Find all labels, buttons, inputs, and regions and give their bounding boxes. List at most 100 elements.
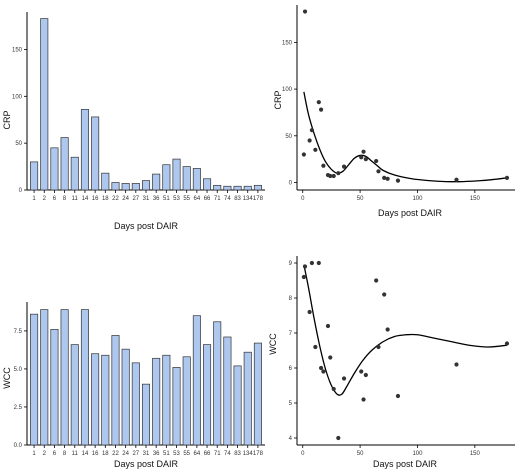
crp-bar-bar <box>233 185 242 191</box>
crp-scatter-point <box>376 169 381 174</box>
crp-bar-x-tick-label: 16 <box>92 196 99 202</box>
wcc-bar-bar <box>30 313 39 446</box>
crp-bar-bar <box>30 161 39 191</box>
wcc-bar-x-tick-label: 6 <box>53 451 57 457</box>
crp-scatter-point <box>331 173 336 179</box>
crp-bar-x-tick-label: 8 <box>63 196 67 202</box>
crp-bar-bar <box>131 183 140 191</box>
crp-bar-bar <box>60 137 69 191</box>
crp-scatter-point <box>302 9 308 14</box>
wcc-bar-bar <box>70 344 79 446</box>
wcc-scatter-point <box>363 372 368 378</box>
crp-bar-x-tick-label: 36 <box>153 196 160 202</box>
crp-bar-bar <box>111 182 120 191</box>
crp-bar-x-tick-label: 178 <box>253 196 264 202</box>
crp-bar-bar <box>182 166 191 191</box>
crp-bar-bar <box>80 109 89 191</box>
crp-bar-x-tick-label: 1 <box>32 196 36 202</box>
wcc-scatter-x-tick-label: 100 <box>412 451 423 457</box>
wcc-scatter-point <box>302 264 308 269</box>
wcc-bar-chart: Days post DAIR WCC 0.02.55.07.51 2 6 8 11 14 1… <box>2 302 265 469</box>
wcc-bar-x-tick-label: 24 <box>122 451 129 457</box>
wcc-bar-bar <box>253 342 262 446</box>
crp-bar-y-tick-label: 50 <box>15 141 22 147</box>
wcc-bar-bar <box>111 335 120 446</box>
crp-bar-bar <box>172 158 181 191</box>
crp-bar-x-tick-label: 27 <box>132 196 139 202</box>
wcc-bar-bar <box>213 321 222 446</box>
wcc-scatter-point <box>361 397 366 402</box>
crp-bar-bar <box>50 147 59 191</box>
crp-bar-x-tick-label: 66 <box>204 196 211 202</box>
wcc-bar-bar <box>80 309 89 446</box>
crp-scatter-point <box>504 175 510 180</box>
wcc-bar-x-tick-label: 51 <box>163 451 170 457</box>
wcc-bar-x-tick-label: 53 <box>173 451 180 457</box>
wcc-bar-x-tick-label: 74 <box>224 451 231 457</box>
crp-scatter-x-tick-label: 50 <box>357 196 364 202</box>
wcc-scatter-point <box>454 362 459 367</box>
wcc-scatter-y-title: WCC <box>268 333 278 355</box>
crp-bar-y-tick-label: 150 <box>12 47 23 53</box>
crp-bar-x-tick-label: 11 <box>72 196 79 202</box>
crp-scatter-point <box>385 176 390 181</box>
crp-bar-x-tick-label: 55 <box>183 196 190 202</box>
crp-bar-x-tick-label: 64 <box>194 196 201 202</box>
wcc-scatter-point <box>395 393 401 399</box>
wcc-bar-y-title: WCC <box>2 367 12 389</box>
wcc-bar-x-tick-label: 178 <box>253 451 264 457</box>
crp-scatter-point <box>316 100 321 105</box>
crp-bar-x-tick-label: 71 <box>214 196 221 202</box>
wcc-scatter-point <box>318 365 324 371</box>
crp-bar-y-tick-label: 100 <box>12 94 23 100</box>
crp-bar-x-tick-label: 6 <box>53 196 57 202</box>
crp-scatter-chart: Days post DAIR CRP 0 50 100 150 0 50 100 150 <box>273 5 515 218</box>
wcc-scatter-x-title: Days post DAIR <box>373 459 438 469</box>
crp-bar-x-tick-label: 74 <box>224 196 231 202</box>
wcc-scatter-point <box>374 278 379 283</box>
crp-scatter-point <box>313 147 318 152</box>
wcc-scatter-y-tick-label: 8 <box>289 296 293 302</box>
crp-bar-bar <box>141 180 151 191</box>
crp-bar-x-tick-label: 18 <box>102 196 109 202</box>
wcc-bar-bar <box>141 383 151 446</box>
wcc-bar-bar <box>162 354 171 446</box>
crp-bar-bar <box>101 172 110 191</box>
wcc-bar-bar <box>172 367 181 446</box>
crp-bar-bar <box>203 178 212 191</box>
crp-scatter-y-tick-label: 0 <box>289 181 293 187</box>
crp-scatter-point <box>307 138 312 143</box>
crp-bar-x-tick-label: 134 <box>243 196 254 202</box>
wcc-bar-x-tick-label: 71 <box>214 451 221 457</box>
wcc-bar-bar <box>91 353 100 446</box>
wcc-scatter-point <box>382 292 387 297</box>
crp-bar-y-title: CRP <box>2 110 12 129</box>
crp-scatter-point <box>336 171 341 176</box>
crp-bar-bar <box>91 116 100 191</box>
crp-scatter-smooth-line <box>303 91 508 183</box>
crp-bar-bar <box>223 185 232 191</box>
crp-bar-bar <box>213 184 222 191</box>
wcc-bar-x-tick-label: 16 <box>92 451 99 457</box>
wcc-scatter-y-tick-label: 9 <box>289 261 293 267</box>
wcc-scatter-point <box>504 341 510 346</box>
wcc-bar-x-tick-label: 64 <box>194 451 201 457</box>
wcc-bar-y-tick-label: 0.0 <box>14 443 23 449</box>
wcc-bar-x-tick-label: 11 <box>72 451 79 457</box>
crp-scatter-y-tick-label: 150 <box>282 40 293 46</box>
wcc-bar-bar <box>223 336 232 446</box>
crp-bar-x-tick-label: 22 <box>112 196 119 202</box>
wcc-bar-x-tick-label: 83 <box>234 451 241 457</box>
wcc-scatter-point <box>376 344 381 350</box>
wcc-bar-y-tick-label: 7.5 <box>14 329 23 335</box>
wcc-scatter-point <box>325 323 331 329</box>
crp-bar-bar <box>40 18 49 191</box>
wcc-bar-x-tick-label: 31 <box>143 451 150 457</box>
wcc-scatter-point <box>309 260 315 266</box>
wcc-scatter-point <box>301 274 306 280</box>
wcc-bar-x-tick-label: 55 <box>183 451 190 457</box>
wcc-bar-bar <box>192 315 201 446</box>
crp-scatter-y-tick-label: 50 <box>285 134 292 140</box>
wcc-scatter-smooth-line <box>303 264 508 396</box>
wcc-bar-x-tick-label: 18 <box>102 451 109 457</box>
